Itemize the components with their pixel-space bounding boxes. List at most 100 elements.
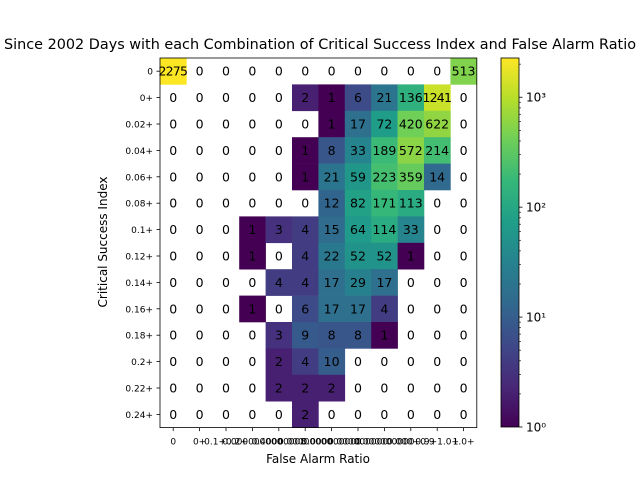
cell-value-label: 513 — [452, 64, 476, 79]
heatmap-cell — [292, 242, 319, 270]
cell-value-label: 52 — [350, 249, 366, 264]
cell-value-label: 1 — [248, 222, 256, 237]
cell-value-label: 0 — [196, 143, 204, 158]
cell-value-label: 82 — [350, 196, 366, 211]
cell-value-label: 2 — [301, 381, 309, 396]
cell-value-label: 10 — [324, 354, 340, 369]
cell-value-label: 0 — [169, 222, 177, 237]
y-tick-label: 0.06+ — [125, 173, 153, 183]
colorbar-tick-label: 10⁰ — [526, 421, 546, 435]
cell-value-label: 0 — [222, 354, 230, 369]
heatmap-cell — [292, 295, 319, 323]
x-tick-label: 1.0+ — [453, 438, 475, 448]
cell-value-label: 0 — [407, 64, 415, 79]
cell-value-label: 0 — [222, 64, 230, 79]
x-tick-label: 0.000000000 — [354, 438, 414, 448]
cell-value-label: 0 — [196, 169, 204, 184]
cell-value-label: 0 — [328, 64, 336, 79]
cell-value-label: 136 — [399, 90, 423, 105]
cell-value-label: 0 — [433, 222, 441, 237]
x-tick-label: 0.1+0.2+ — [204, 438, 248, 448]
cell-value-label: 17 — [376, 275, 392, 290]
cell-value-label: 14 — [429, 169, 445, 184]
cell-value-label: 0 — [354, 381, 362, 396]
heatmap-cell — [397, 242, 425, 270]
cell-value-label: 0 — [460, 328, 468, 343]
cell-value-label: 0 — [460, 354, 468, 369]
y-axis-label: Critical Success Index — [96, 177, 110, 308]
heatmap-cells — [160, 58, 478, 428]
cell-value-label: 0 — [380, 354, 388, 369]
cell-value-label: 0 — [196, 64, 204, 79]
cell-value-label: 0 — [275, 64, 283, 79]
heatmap-cell — [318, 216, 346, 244]
cell-value-label: 29 — [350, 275, 366, 290]
plot-frame — [159, 57, 478, 429]
x-tick-label: 0.40000008 — [252, 438, 307, 448]
heatmap-cell — [371, 137, 398, 164]
cell-value-label: 17 — [324, 301, 340, 316]
cell-value-label: 17 — [350, 301, 366, 316]
cell-value-label: 0 — [433, 381, 441, 396]
heatmap-cell — [371, 216, 398, 244]
cell-value-label: 8 — [328, 328, 336, 343]
cell-value-label: 0 — [248, 407, 256, 422]
heatmap-cell — [371, 242, 398, 270]
cell-value-label: 114 — [372, 222, 396, 237]
cell-value-label: 0 — [169, 169, 177, 184]
cell-value-label: 1 — [328, 117, 336, 132]
cell-value-label: 0 — [460, 301, 468, 316]
cell-value-label: 0 — [222, 249, 230, 264]
heatmap-cell — [292, 269, 319, 296]
colorbar — [500, 57, 520, 428]
cell-value-label: 0 — [169, 328, 177, 343]
cell-value-label: 0 — [407, 407, 415, 422]
cell-value-label: 0 — [222, 143, 230, 158]
cell-value-label: 2 — [328, 381, 336, 396]
heatmap-cell — [397, 163, 425, 191]
cell-value-label: 0 — [460, 169, 468, 184]
cell-value-label: 0 — [433, 196, 441, 211]
cell-value-label: 0 — [169, 381, 177, 396]
cell-value-label: 0 — [301, 196, 309, 211]
cell-value-label: 0 — [433, 64, 441, 79]
cell-value-label: 17 — [350, 117, 366, 132]
heatmap-cell — [397, 190, 425, 217]
cell-value-label: 0 — [380, 407, 388, 422]
cell-value-label: 0 — [169, 117, 177, 132]
cell-value-label: 0 — [275, 90, 283, 105]
heatmap-cell — [292, 216, 319, 244]
heatmap-cell — [371, 110, 398, 138]
cell-value-label: 0 — [222, 117, 230, 132]
cell-value-label: 0 — [196, 90, 204, 105]
cell-value-label: 0 — [328, 407, 336, 422]
heatmap-cell — [318, 190, 346, 217]
cell-value-label: 0 — [169, 143, 177, 158]
cell-value-label: 0 — [222, 381, 230, 396]
cell-value-label: 8 — [354, 328, 362, 343]
cell-value-label: 0 — [222, 301, 230, 316]
cell-value-label: 4 — [301, 275, 309, 290]
colorbar-tick-label: 10² — [526, 201, 546, 215]
cell-value-label: 0 — [275, 407, 283, 422]
cell-value-label: 0 — [196, 117, 204, 132]
cell-value-label: 6 — [301, 301, 309, 316]
colorbar-tick-label: 10³ — [526, 91, 546, 105]
x-axis-label: False Alarm Ratio — [266, 452, 370, 466]
x-tick-label: 0.000+0.9 — [387, 438, 435, 448]
heatmap-cell — [344, 110, 372, 138]
cell-value-label: 0 — [169, 249, 177, 264]
cell-value-label: 0 — [248, 381, 256, 396]
cell-value-label: 6 — [354, 90, 362, 105]
heatmap-cell — [397, 110, 425, 138]
cell-value-label: 0 — [169, 275, 177, 290]
cell-value-label: 0 — [222, 196, 230, 211]
cell-value-label: 72 — [376, 117, 392, 132]
cell-value-label: 1 — [328, 90, 336, 105]
y-tick-label: 0 — [147, 68, 153, 78]
cell-value-label: 0 — [407, 328, 415, 343]
heatmap-cell — [265, 322, 293, 349]
cell-value-label: 15 — [324, 222, 340, 237]
cell-value-label: 359 — [399, 169, 423, 184]
